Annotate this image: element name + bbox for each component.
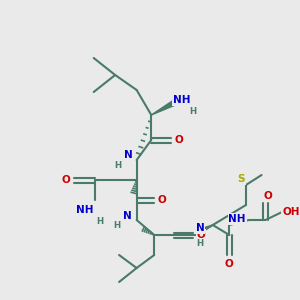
Polygon shape bbox=[151, 101, 175, 115]
Text: N: N bbox=[196, 223, 205, 233]
Text: H: H bbox=[190, 106, 197, 116]
Text: H: H bbox=[196, 238, 204, 247]
Text: NH: NH bbox=[173, 95, 190, 105]
Text: H: H bbox=[114, 221, 121, 230]
Text: H: H bbox=[115, 160, 122, 169]
Text: S: S bbox=[237, 174, 245, 184]
Text: NH: NH bbox=[228, 214, 246, 224]
Text: O: O bbox=[174, 135, 183, 145]
Text: N: N bbox=[124, 150, 133, 160]
Text: O: O bbox=[225, 259, 234, 269]
Text: O: O bbox=[158, 195, 166, 205]
Text: N: N bbox=[124, 211, 132, 221]
Text: O: O bbox=[197, 230, 206, 240]
Text: O: O bbox=[263, 191, 272, 201]
Text: NH: NH bbox=[76, 205, 94, 215]
Polygon shape bbox=[197, 225, 213, 234]
Text: OH: OH bbox=[282, 207, 300, 217]
Text: O: O bbox=[61, 175, 70, 185]
Text: H: H bbox=[96, 218, 103, 226]
